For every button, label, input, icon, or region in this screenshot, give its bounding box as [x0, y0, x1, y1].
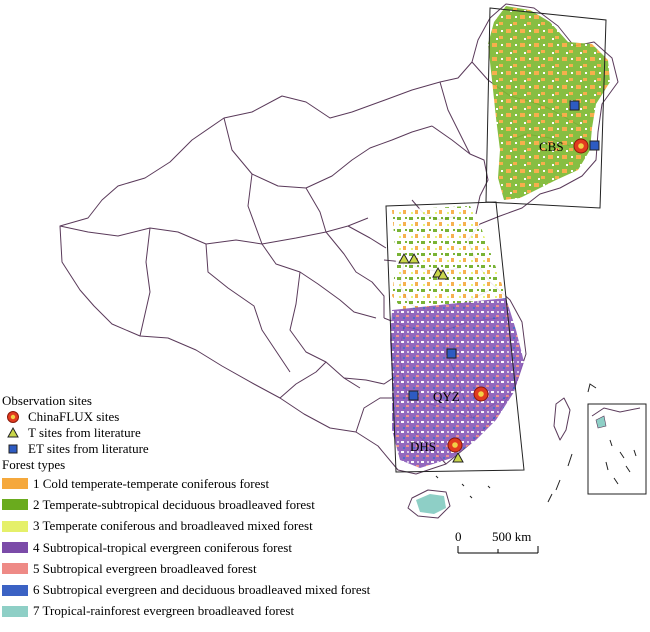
forest-color-swatch — [2, 542, 28, 554]
et-site-marker — [408, 100, 600, 401]
forest-type-label: 5 Subtropical evergreen broadleaved fore… — [33, 560, 257, 576]
chinaflux-site-marker — [447, 138, 589, 453]
forest-color-swatch — [2, 563, 28, 575]
legend-label-t-sites: T sites from literature — [28, 425, 141, 440]
south-forest-region — [390, 298, 524, 468]
hainan-forest — [416, 494, 446, 514]
legend-forest-item: 6 Subtropical evergreen and deciduous br… — [2, 579, 370, 600]
legend-forest-item: 7 Tropical-rainforest evergreen broadlea… — [2, 601, 370, 622]
northeast-forest-region — [488, 6, 610, 200]
t-site-triangle-icon — [4, 426, 22, 440]
legend-label-chinaflux: ChinaFLUX sites — [28, 409, 120, 424]
forest-regions — [390, 6, 610, 514]
t-site-marker — [398, 252, 464, 463]
legend-label-et-sites: ET sites from literature — [28, 441, 149, 456]
taiwan-outline — [553, 397, 571, 441]
legend-item-t-sites: T sites from literature — [2, 425, 370, 441]
forest-type-label: 1 Cold temperate-temperate coniferous fo… — [33, 475, 270, 491]
legend-forest-item: 3 Temperate coniferous and broadleaved m… — [2, 516, 370, 537]
forest-color-swatch — [2, 605, 28, 617]
legend-sites-title: Observation sites — [2, 393, 92, 408]
forest-type-label: 3 Temperate coniferous and broadleaved m… — [33, 518, 313, 534]
legend-forest-item: 2 Temperate-subtropical deciduous broadl… — [2, 494, 370, 515]
site-label-cbs: CBS — [539, 139, 564, 154]
scale-bar — [457, 546, 539, 554]
map-legend: Observation sites ChinaFLUX sites T site… — [2, 393, 370, 622]
legend-forest-item: 4 Subtropical-tropical evergreen conifer… — [2, 537, 370, 558]
site-label-dhs: DHS — [410, 439, 437, 454]
forest-type-label: 4 Subtropical-tropical evergreen conifer… — [33, 539, 292, 555]
scale-label-distance: 500 km — [492, 529, 532, 544]
site-label-qyz: QYZ — [433, 389, 460, 404]
forest-type-label: 2 Temperate-subtropical deciduous broadl… — [33, 496, 315, 512]
coastal-islands — [435, 383, 597, 503]
legend-item-et-sites: ET sites from literature — [2, 441, 370, 457]
china-outline — [59, 3, 619, 475]
legend-forest-title: Forest types — [2, 457, 66, 472]
study-area-frames — [385, 7, 607, 473]
legend-forest-item: 1 Cold temperate-temperate coniferous fo… — [2, 473, 370, 494]
forest-type-label: 7 Tropical-rainforest evergreen broadlea… — [33, 603, 295, 619]
legend-item-chinaflux: ChinaFLUX sites — [2, 409, 370, 425]
forest-color-swatch — [2, 499, 28, 511]
chinaflux-site-icon — [4, 410, 22, 424]
et-site-square-icon — [4, 442, 22, 456]
south-china-sea-inset — [587, 403, 647, 495]
southeast-frame — [385, 201, 525, 473]
forest-color-swatch — [2, 584, 28, 596]
observation-sites — [398, 100, 600, 463]
forest-type-label: 6 Subtropical evergreen and deciduous br… — [33, 582, 371, 598]
north-forest-region — [392, 206, 506, 314]
northeast-frame — [485, 7, 607, 209]
legend-forest-item: 5 Subtropical evergreen broadleaved fore… — [2, 558, 370, 579]
forest-color-swatch — [2, 520, 28, 532]
forest-color-swatch — [2, 478, 28, 490]
scale-label-zero: 0 — [455, 529, 462, 544]
hainan-outline — [407, 489, 451, 519]
